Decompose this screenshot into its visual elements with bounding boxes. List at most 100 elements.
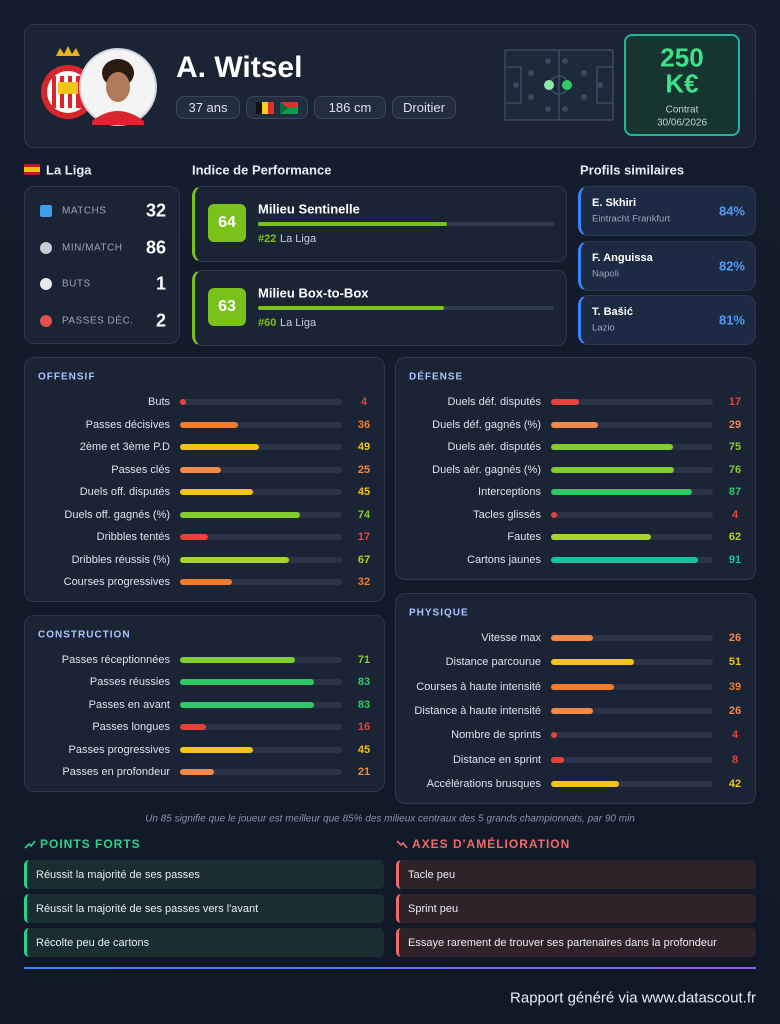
- metric-bar: [551, 732, 558, 739]
- metric-track: [551, 421, 713, 428]
- strength-item: [24, 928, 384, 957]
- metric-label: Duels déf. disputés: [447, 396, 541, 408]
- league-flag: [24, 164, 40, 175]
- metric-bar: [551, 557, 699, 563]
- metric-value: 71: [357, 654, 371, 666]
- metric-bar: [551, 421, 598, 428]
- similar-card: [578, 295, 756, 345]
- metric-value: 4: [360, 396, 368, 408]
- age-chip: 37 ans: [176, 96, 240, 119]
- metric-bar: [551, 659, 634, 666]
- metric-track: [551, 732, 713, 739]
- metric-label: Fautes: [507, 531, 541, 544]
- improvement-text: Essaye rarement de trouver ses partenair…: [408, 936, 717, 949]
- league-name: La Liga: [46, 162, 92, 178]
- metric-track: [180, 769, 342, 775]
- metric-bar: [180, 534, 208, 540]
- metric-label: Passes décisives: [85, 418, 170, 431]
- role-bar: [258, 222, 448, 226]
- role-rank: #22: [258, 233, 277, 245]
- metric-bar: [180, 769, 215, 775]
- metric-label: Interceptions: [478, 486, 541, 499]
- stat-label: MATCHS: [62, 205, 107, 217]
- role-rank: #60: [258, 317, 277, 329]
- improvement-text: Sprint peu: [408, 902, 459, 915]
- role-name: Milieu Sentinelle: [258, 201, 360, 217]
- strength-item: [24, 894, 384, 923]
- metric-track: [180, 466, 342, 473]
- metric-label: Passes réceptionnées: [61, 654, 170, 666]
- role-score: 63: [208, 288, 246, 326]
- metric-value: 32: [357, 576, 371, 588]
- metric-track: [551, 399, 713, 405]
- section-title: DÉFENSE: [409, 371, 464, 383]
- metric-label: Nombre de sprints: [451, 729, 541, 742]
- similar-club: Eintracht Frankfurt: [592, 213, 671, 225]
- metric-value: 75: [728, 441, 742, 454]
- stat-label: MIN/MATCH: [62, 242, 123, 253]
- similar-score: 81%: [718, 312, 745, 328]
- stat-label: BUTS: [62, 278, 91, 290]
- similar-name: T. Bašić: [592, 306, 633, 318]
- metric-bar: [180, 679, 315, 686]
- improvement-text: Tacle peu: [408, 868, 456, 881]
- similar-club: Lazio: [592, 322, 615, 334]
- similar-name: E. Skhiri: [592, 197, 637, 209]
- metric-track: [180, 534, 342, 540]
- metric-label: Vitesse max: [481, 632, 541, 644]
- metric-value: 17: [728, 396, 742, 408]
- stat-icon: [40, 314, 52, 327]
- metric-track: [551, 683, 713, 690]
- metric-value: 49: [357, 441, 371, 453]
- role-league: La Liga: [280, 317, 317, 329]
- flags: [256, 101, 298, 114]
- metric-label: Duels déf. gagnés (%): [432, 418, 541, 431]
- metric-track: [180, 724, 342, 731]
- metric-label: Dribbles tentés: [96, 531, 170, 543]
- metric-bar: [180, 444, 260, 450]
- metric-label: Distance parcourue: [445, 656, 541, 669]
- metric-value: 45: [357, 743, 371, 756]
- metric-label: Duels off. disputés: [79, 486, 170, 498]
- stat-icon: [40, 241, 52, 254]
- metric-value: 39: [728, 680, 742, 693]
- metric-value: 76: [728, 463, 742, 476]
- metric-bar: [180, 489, 253, 495]
- metric-bar: [180, 421, 239, 428]
- metric-bar: [551, 683, 615, 690]
- footnote: Un 85 signifie que le joueur est meilleu…: [145, 813, 635, 825]
- metric-label: Cartons jaunes: [467, 554, 541, 566]
- metric-bar: [180, 701, 315, 708]
- metric-label: Duels aér. disputés: [447, 441, 541, 454]
- player-name: A. Witsel: [176, 51, 303, 84]
- position-pitch: [504, 49, 614, 121]
- metric-bar: [551, 756, 564, 763]
- value-unit: K€: [665, 68, 699, 99]
- footer: Rapport généré via www.datascout.fr: [510, 989, 756, 1007]
- metric-label: Passes réussies: [89, 676, 170, 689]
- strength-text: Récolte peu de cartons: [36, 936, 150, 949]
- metric-label: 2ème et 3ème P.D: [79, 441, 170, 453]
- improvements-title: AXES D'AMÉLIORATION: [412, 837, 571, 851]
- stat-value: 32: [145, 200, 166, 221]
- similar-card: [578, 240, 756, 291]
- nationality-chip: [246, 96, 308, 119]
- metric-value: 51: [728, 656, 742, 669]
- metric-bar: [180, 511, 300, 518]
- similar-club: Napoli: [592, 268, 619, 279]
- metric-value: 16: [357, 721, 371, 734]
- metric-track: [180, 579, 342, 585]
- metric-value: 26: [728, 632, 742, 644]
- metric-label: Distance en sprint: [452, 753, 541, 766]
- improvement-item: [396, 894, 756, 923]
- metric-label: Dribbles réussis (%): [71, 553, 170, 566]
- contract-date: 30/06/2026: [656, 117, 708, 129]
- metric-label: Courses à haute intensité: [416, 680, 541, 693]
- stat-icon: [40, 278, 52, 290]
- metric-label: Passes clés: [111, 463, 170, 476]
- metric-bar: [551, 489, 692, 496]
- value-amount: 250: [660, 42, 704, 73]
- similar-score: 84%: [718, 203, 745, 219]
- metric-value: 4: [731, 729, 739, 742]
